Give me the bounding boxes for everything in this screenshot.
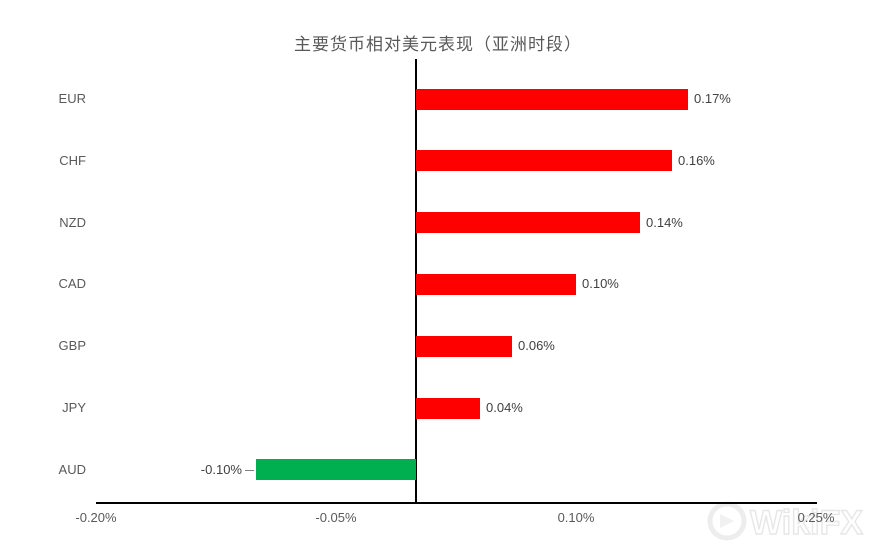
category-label-gbp: GBP bbox=[58, 338, 86, 354]
x-tick-label-0: -0.20% bbox=[75, 510, 117, 525]
x-tick-label-3: 0.25% bbox=[797, 510, 835, 525]
leader-line-aud bbox=[245, 469, 254, 471]
category-label-nzd: NZD bbox=[59, 214, 86, 230]
category-label-chf: CHF bbox=[59, 152, 86, 168]
bar-jpy bbox=[416, 397, 480, 419]
x-tick-label-1: -0.05% bbox=[315, 510, 357, 525]
x-axis-line bbox=[96, 502, 817, 504]
bar-cad bbox=[416, 273, 576, 295]
value-label-nzd: 0.14% bbox=[646, 214, 683, 230]
category-label-jpy: JPY bbox=[62, 400, 86, 416]
value-label-chf: 0.16% bbox=[678, 152, 715, 168]
category-label-eur: EUR bbox=[58, 91, 86, 106]
bar-chf bbox=[416, 150, 672, 172]
value-label-eur: 0.17% bbox=[694, 91, 731, 106]
x-tick-label-2: 0.10% bbox=[557, 510, 595, 525]
bar-aud bbox=[256, 459, 416, 481]
category-label-aud: AUD bbox=[58, 461, 86, 477]
value-label-aud: -0.10% bbox=[200, 461, 242, 477]
bar-gbp bbox=[416, 335, 512, 357]
category-label-cad: CAD bbox=[58, 276, 86, 292]
wikifx-logo-icon bbox=[707, 501, 747, 541]
value-label-jpy: 0.04% bbox=[486, 400, 523, 416]
value-label-cad: 0.10% bbox=[582, 276, 619, 292]
value-label-gbp: 0.06% bbox=[518, 338, 555, 354]
bar-eur bbox=[416, 88, 688, 110]
bar-nzd bbox=[416, 212, 640, 234]
chart-title: 主要货币相对美元表现（亚洲时段） bbox=[294, 35, 582, 54]
